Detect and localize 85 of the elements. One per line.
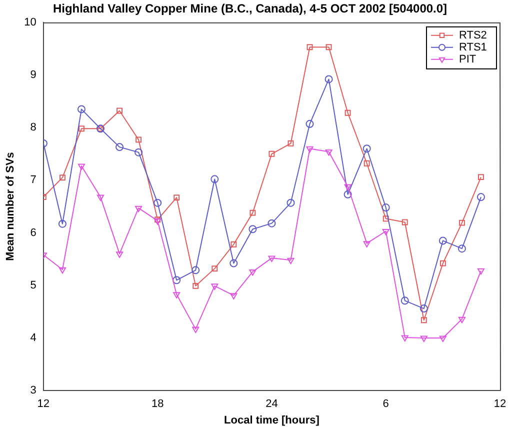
point [136,136,142,143]
point [58,267,66,274]
point [344,110,351,116]
y-tick-label: 5 [30,279,36,292]
x-tick-label: 18 [151,398,164,410]
y-tick-label: 8 [30,122,36,134]
point [476,193,485,202]
point [344,190,352,198]
point [192,266,200,274]
point [458,316,466,324]
point [306,44,313,50]
point [477,268,485,275]
y-tick-label: 10 [24,16,36,28]
point [402,219,408,226]
point [382,204,390,212]
point [363,241,370,248]
x-tick-label: 12 [494,398,506,410]
point [458,244,466,253]
point [382,228,390,236]
point [116,252,124,258]
point [362,144,371,153]
point [400,296,409,305]
point [78,126,84,132]
point [268,150,275,157]
point [420,336,428,342]
x-tick-label: 24 [266,398,278,410]
point [248,225,257,234]
point [154,216,161,223]
point [78,164,86,170]
point [324,75,333,84]
point [96,194,104,202]
point [420,317,427,324]
point [438,236,447,245]
point [286,198,295,207]
point [211,284,218,290]
y-tick-label: 9 [30,69,36,82]
point [58,220,66,228]
chart-title: Highland Valley Copper Mine (B.C., Canada), 4-5 OCT 2002 [504000.0] [52,2,448,16]
point [230,293,238,300]
point [230,241,237,248]
point [420,304,428,313]
x-tick-label: 6 [382,398,389,410]
point [174,194,180,201]
legend-label: RTS2 [459,29,487,42]
x-axis-title: Local time [hours] [224,414,320,426]
point [306,146,314,153]
point [210,175,219,184]
point [192,326,200,334]
y-tick-label: 6 [30,226,36,239]
point [135,206,142,212]
point [268,219,276,228]
point [326,44,332,50]
point [458,220,465,226]
point [325,150,332,156]
point [268,256,276,262]
point [116,143,124,152]
point [288,140,294,146]
point [249,269,256,276]
point [287,258,294,264]
point [401,335,408,342]
point [212,266,218,272]
y-tick-label: 4 [30,332,36,344]
point [478,174,484,180]
point [59,174,66,181]
x-tick-label: 12 [37,398,50,410]
point [116,108,123,114]
y-tick-label: 3 [30,384,36,397]
point [382,216,389,222]
legend-label: PIT [459,53,476,66]
point [77,105,86,114]
point [173,292,180,298]
point [134,148,143,156]
point [172,276,181,284]
point [440,260,446,266]
point [230,259,238,268]
point [306,120,314,128]
point [192,282,199,289]
y-axis-title: Mean number of SVs [4,152,17,261]
point [364,160,370,166]
point [250,210,256,216]
point [154,198,162,207]
y-tick-label: 7 [30,174,36,186]
legend-label: RTS1 [459,41,487,54]
point [344,184,352,191]
point [439,336,446,342]
